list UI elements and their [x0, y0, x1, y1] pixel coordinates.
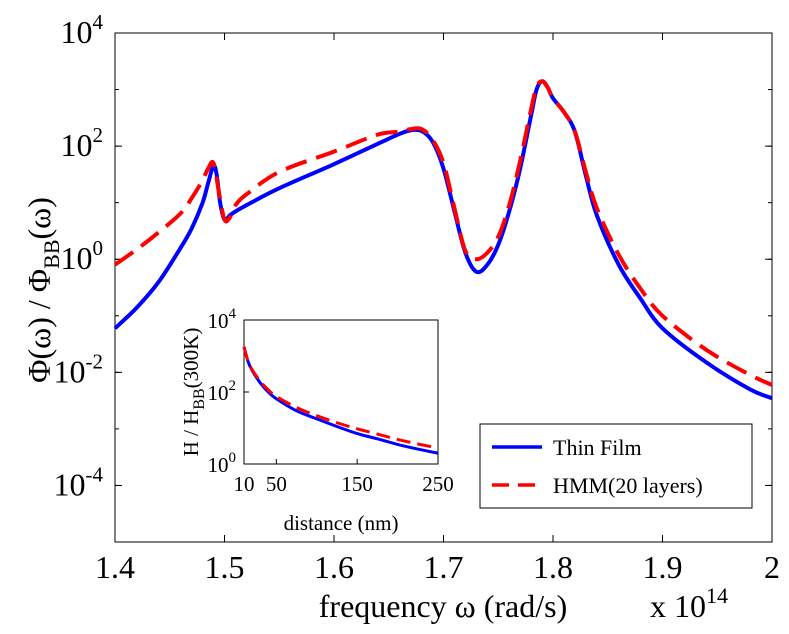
y-axis-title-sub: BB	[39, 239, 64, 268]
y-tick-label: 10-2	[54, 349, 104, 389]
x-tick-label: 1.7	[424, 549, 464, 585]
inset-y-axis-title-sub: BB	[191, 388, 208, 409]
x-multiplier: x 1014	[650, 583, 728, 624]
inset-x-axis-title: distance (nm)	[284, 511, 399, 535]
inset-x-tick-label: 150	[341, 472, 373, 496]
legend-box	[479, 423, 753, 509]
legend: Thin Film HMM(20 layers)	[479, 423, 753, 509]
legend-label-thin-film: Thin Film	[553, 435, 642, 460]
legend-label-hmm: HMM(20 layers)	[553, 473, 703, 498]
inset-axis-ticks: 10 50 150 250 100 102 104	[208, 306, 454, 496]
y-tick-label: 104	[61, 10, 104, 50]
y-tick-label: 100	[61, 236, 104, 276]
x-multiplier-exp: 14	[706, 583, 728, 608]
inset-series-lines	[242, 346, 439, 455]
y-axis-title-tail: (ω)	[21, 197, 57, 239]
inset-x-tick-label: 50	[266, 472, 287, 496]
x-multiplier-base: x 10	[650, 588, 706, 624]
inset-y-axis-title-tail: (300K)	[179, 328, 203, 389]
inset-series-line-hmm	[242, 346, 439, 450]
x-tick-label: 1.6	[314, 549, 354, 585]
inset-y-axis-title-main: H / H	[179, 410, 203, 457]
inset-y-tick-label: 102	[208, 378, 237, 405]
x-tick-label: 2	[764, 549, 780, 585]
x-axis-title: frequency ω (rad/s)	[319, 588, 568, 624]
y-axis-title: Φ(ω) / ΦBB(ω)	[21, 197, 64, 383]
y-axis-title-main: Φ(ω) / Φ	[21, 269, 57, 383]
inset-y-tick-label: 100	[208, 450, 237, 477]
inset-x-tick-label: 10	[234, 472, 255, 496]
x-tick-label: 1.5	[205, 549, 245, 585]
inset-y-axis-title: H / HBB(300K)	[179, 328, 208, 457]
y-tick-label: 102	[61, 123, 104, 163]
x-tick-label: 1.8	[533, 549, 573, 585]
y-tick-label: 10-4	[54, 462, 104, 502]
main-series-lines	[113, 79, 773, 400]
inset-y-tick-label: 104	[208, 306, 237, 333]
x-tick-label: 1.4	[95, 549, 135, 585]
main-axis-ticks: 1.4 1.5 1.6 1.7 1.8 1.9 2 10-4 10-2 100 102 104	[54, 10, 781, 585]
x-tick-label: 1.9	[643, 549, 683, 585]
series-line-hmm	[113, 79, 773, 387]
inset-x-tick-label: 250	[422, 472, 454, 496]
